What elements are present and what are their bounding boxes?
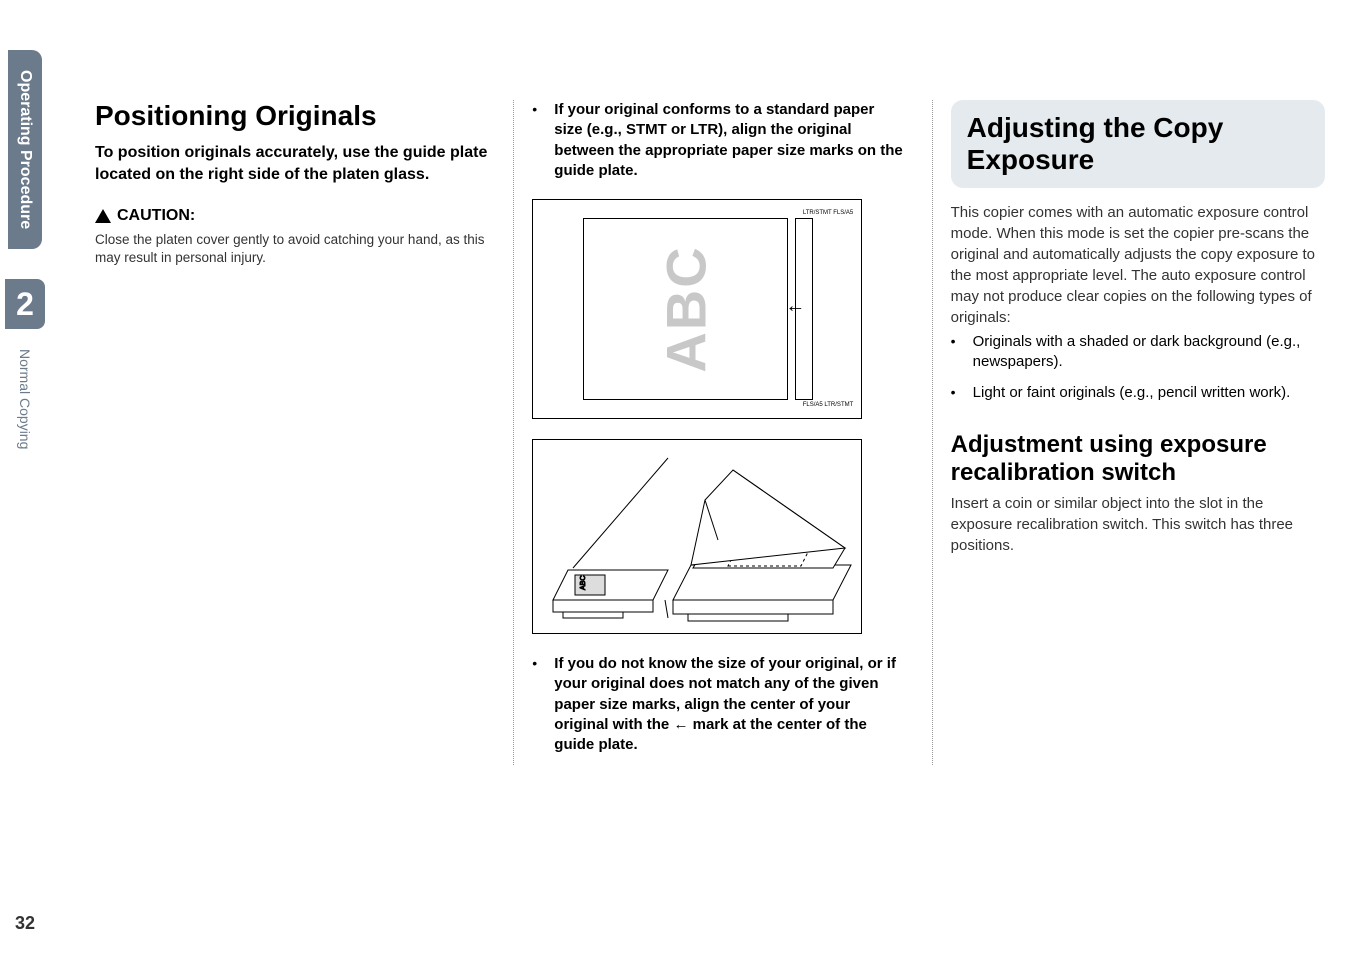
platen-glass: ABC	[583, 218, 788, 400]
column-2: • If your original conforms to a standar…	[513, 100, 906, 765]
bullet-text-1: If your original conforms to a standard …	[554, 100, 906, 181]
arrow-left-icon: ←	[785, 295, 805, 318]
heading-exposure: Adjusting the Copy Exposure	[967, 112, 1309, 176]
intro-text: To position originals accurately, use th…	[95, 142, 488, 185]
bullet-icon: •	[532, 100, 544, 181]
subheading-recalibration: Adjustment using exposure recalibration …	[951, 431, 1325, 487]
size-label-bottom: FLS/A5 LTR/STMT	[803, 402, 854, 408]
caution-label: CAUTION:	[117, 207, 195, 225]
bullet-icon: •	[951, 332, 963, 373]
sidebar-tab: Operating Procedure	[8, 50, 42, 249]
bullet-standard-size: • If your original conforms to a standar…	[532, 100, 906, 181]
bullet-unknown-size: • If you do not know the size of your or…	[532, 654, 906, 755]
bullet-icon: •	[951, 383, 963, 403]
heading-exposure-bg: Adjusting the Copy Exposure	[951, 100, 1325, 188]
chapter-number: 2	[5, 279, 45, 329]
list-text-1: Originals with a shaded or dark backgrou…	[973, 332, 1325, 373]
bullet-icon: •	[532, 654, 544, 755]
column-1: Positioning Originals To position origin…	[95, 100, 488, 765]
bullet-text-2: If you do not know the size of your orig…	[554, 654, 906, 755]
section-label: Normal Copying	[17, 349, 33, 449]
page-number: 32	[15, 913, 35, 934]
list-item-1: • Originals with a shaded or dark backgr…	[951, 332, 1325, 373]
arrow-inline-icon: ←	[673, 716, 688, 733]
content: Positioning Originals To position origin…	[95, 100, 1325, 765]
sidebar: Operating Procedure 2 Normal Copying	[0, 0, 50, 954]
figure-platen-top: ABC ← LTR/STMT FLS/A5 FLS/A5 LTR/STMT	[532, 199, 862, 419]
caution-heading: CAUTION:	[95, 207, 488, 225]
exposure-list: • Originals with a shaded or dark backgr…	[951, 332, 1325, 403]
caution-body: Close the platen cover gently to avoid c…	[95, 231, 488, 267]
list-text-2: Light or faint originals (e.g., pencil w…	[973, 383, 1291, 403]
column-3: Adjusting the Copy Exposure This copier …	[932, 100, 1325, 765]
svg-text:ABC: ABC	[580, 576, 587, 590]
warning-icon	[95, 209, 111, 223]
copier-svg: ABC	[533, 440, 862, 634]
abc-sample-text: ABC	[653, 245, 718, 372]
exposure-para: This copier comes with an automatic expo…	[951, 202, 1325, 328]
recalibration-para: Insert a coin or similar object into the…	[951, 493, 1325, 556]
list-item-2: • Light or faint originals (e.g., pencil…	[951, 383, 1325, 403]
size-label-top: LTR/STMT FLS/A5	[803, 210, 853, 216]
figure-copier-perspective: ABC	[532, 439, 862, 634]
heading-positioning: Positioning Originals	[95, 100, 488, 132]
